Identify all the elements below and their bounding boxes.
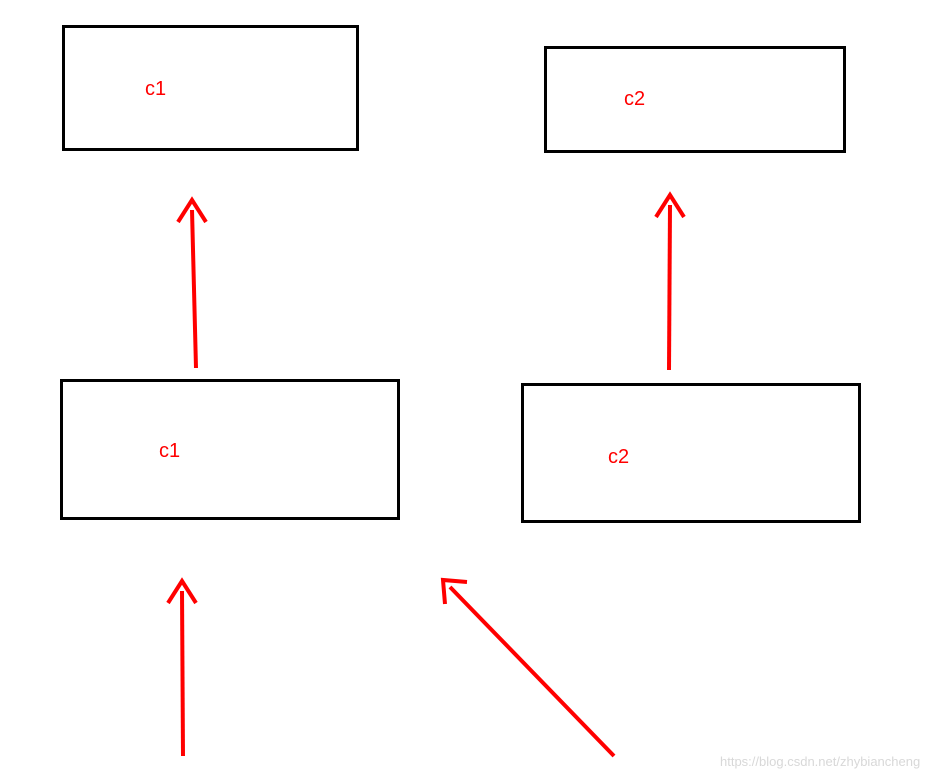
watermark-text: https://blog.csdn.net/zhybiancheng <box>720 754 920 769</box>
arrow-bottom-diagonal <box>0 0 952 772</box>
